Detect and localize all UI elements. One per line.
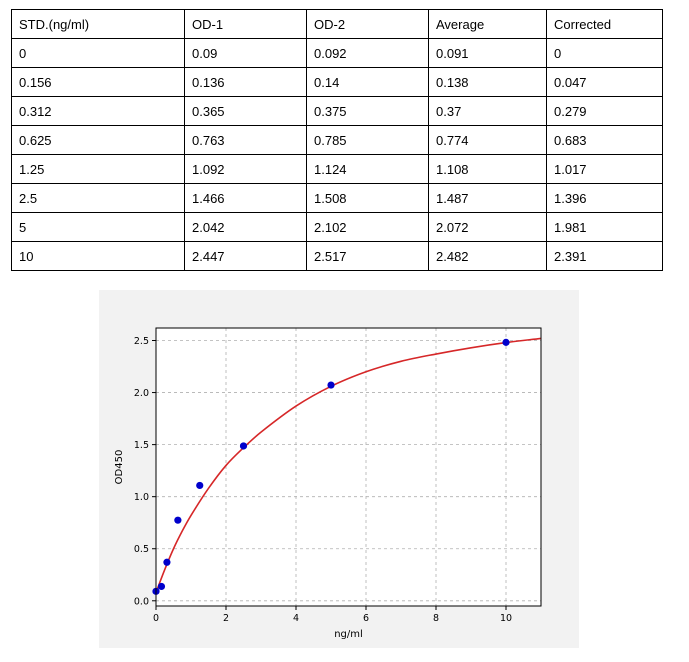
table-cell: 5 [11,212,185,242]
gridlines [155,328,541,606]
table-cell: 0.37 [428,96,547,126]
data-points [152,338,510,595]
table-cell: 2.042 [184,212,307,242]
table-cell: 1.487 [428,183,547,213]
table-cell: 0.047 [546,67,663,97]
y-tick-label: 0.5 [134,544,149,555]
chart-canvas: 0 2 4 6 8 10 0.0 0.5 1.0 1.5 2.0 2.5 ng/ml OD450 [114,327,542,640]
table-cell: 1.508 [306,183,429,213]
data-point [327,381,335,389]
table-header-row: STD.(ng/ml) OD-1 OD-2 Average Corrected [11,9,663,39]
data-point [157,582,166,591]
table-cell: 0.365 [184,96,307,126]
axis-ticks: 0 2 4 6 8 10 0.0 0.5 1.0 1.5 2.0 2.5 [134,336,512,624]
table-cell: 1.466 [184,183,307,213]
x-tick-label: 4 [293,613,299,624]
table-cell: 0.156 [11,67,185,97]
table-row: 1.25 1.092 1.124 1.108 1.017 [11,154,663,184]
table-cell: 0.683 [546,125,663,155]
data-point [239,442,248,450]
table-row: 0 0.09 0.092 0.091 0 [11,38,663,68]
table-cell: 2.072 [428,212,547,242]
y-tick-label: 1.5 [134,440,149,451]
table-cell: 0.774 [428,125,547,155]
table-cell: 0.625 [11,125,185,155]
y-tick-label: 0.0 [134,596,149,607]
table-cell: 1.396 [546,183,663,213]
table-cell: 2.517 [306,241,429,271]
x-axis-label: ng/ml [334,629,363,640]
x-tick-label: 2 [223,613,229,624]
table-row: 0.156 0.136 0.14 0.138 0.047 [11,67,663,97]
table-cell: 2.5 [11,183,185,213]
column-header: Corrected [546,9,663,39]
standard-curve-chart: 0 2 4 6 8 10 0.0 0.5 1.0 1.5 2.0 2.5 ng/ml OD450 [99,290,579,648]
table-cell: 0.785 [306,125,429,155]
y-axis-label: OD450 [114,450,125,485]
table-cell: 1.25 [11,154,185,184]
column-header: OD-2 [306,9,429,39]
plot-frame [155,327,542,607]
table-cell: 0.138 [428,67,547,97]
plot-area [156,328,541,606]
table-cell: 10 [11,241,185,271]
data-point [174,516,182,524]
y-tick-label: 2.5 [134,336,149,347]
data-point [196,481,204,490]
table-cell: 1.108 [428,154,547,184]
table-cell: 2.391 [546,241,663,271]
fitted-curve-line [155,337,542,593]
table-cell: 0.09 [184,38,307,68]
table-cell: 1.124 [306,154,429,184]
table-cell: 2.482 [428,241,547,271]
data-point [502,338,510,346]
x-tick-label: 0 [153,613,159,624]
table-row: 10 2.447 2.517 2.482 2.391 [11,241,663,271]
table-cell: 1.981 [546,212,663,242]
table-cell: 0.091 [428,38,547,68]
standard-curve-table: STD.(ng/ml) OD-1 OD-2 Average Corrected … [11,9,663,271]
table-cell: 0 [11,38,185,68]
x-tick-label: 10 [500,613,512,624]
table-cell: 0.136 [184,67,307,97]
x-tick-label: 6 [363,613,369,624]
table-row: 2.5 1.466 1.508 1.487 1.396 [11,183,663,213]
y-tick-label: 1.0 [134,492,149,503]
table-cell: 0.279 [546,96,663,126]
table-cell: 0.14 [306,67,429,97]
table-cell: 2.102 [306,212,429,242]
table-cell: 1.017 [546,154,663,184]
column-header: Average [428,9,547,39]
table-cell: 0.312 [11,96,185,126]
table-cell: 0.092 [306,38,429,68]
column-header: STD.(ng/ml) [11,9,185,39]
table-row: 0.312 0.365 0.375 0.37 0.279 [11,96,663,126]
table-row: 0.625 0.763 0.785 0.774 0.683 [11,125,663,155]
y-tick-label: 2.0 [134,388,149,399]
table-cell: 0 [546,38,663,68]
column-header: OD-1 [184,9,307,39]
table-row: 5 2.042 2.102 2.072 1.981 [11,212,663,242]
table-cell: 0.763 [184,125,307,155]
table-cell: 0.375 [306,96,429,126]
table-cell: 2.447 [184,241,307,271]
x-tick-label: 8 [433,613,439,624]
table-cell: 1.092 [184,154,307,184]
data-point [163,558,171,566]
